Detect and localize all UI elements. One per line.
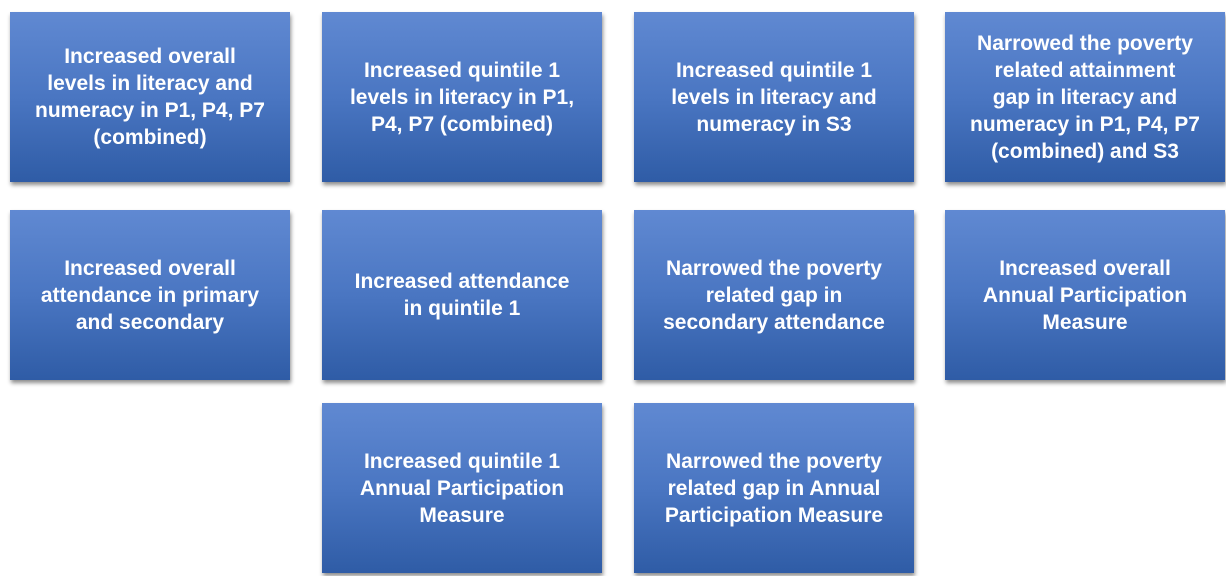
outcome-text: Narrowed the poverty [977,31,1193,55]
outcome-text: Participation Measure [664,503,884,527]
outcome-text: numeracy in P1, P4, P7 [35,99,265,122]
outcome-text: and secondary [75,310,225,334]
outcome-text: (combined) and S3 [991,139,1179,163]
outcome-box: Increased attendance in quintile 1 [322,210,602,380]
outcome-text: gap in literacy and [992,85,1178,109]
outcome-text: Narrowed the poverty [666,256,882,280]
outcome-box: Increased quintile 1 levels in literacy i… [322,12,602,182]
outcome-text: in quintile 1 [403,297,521,320]
outcome-text: Measure [1042,310,1128,334]
outcome-text: Increased overall [999,256,1171,280]
outcome-text: Measure [419,503,505,527]
outcome-box: Increased overall attendance in primary an… [10,210,290,380]
outcome-text: Increased quintile 1 [675,58,873,82]
outcome-text: Annual Participation [982,283,1188,307]
outcome-text: numeracy in S3 [696,112,852,136]
outcome-box: Narrowed the poverty related gap in second… [634,210,914,380]
outcome-text: Increased quintile 1 [363,449,561,473]
outcome-text: Increased overall [64,256,236,280]
outcome-text: attendance in primary [40,283,260,307]
outcome-text: Increased attendance [354,270,570,293]
outcome-text: levels in literacy and [671,85,877,109]
outcome-box: Increased overall Annual Participation Mea… [945,210,1225,380]
outcome-text: related gap in Annual [667,476,881,500]
outcome-text: related gap in [705,283,843,307]
outcome-text: levels in literacy and [47,72,253,95]
outcome-text: Narrowed the poverty [666,449,882,473]
outcome-text: numeracy in P1, P4, P7 [970,112,1200,136]
outcome-text: Increased quintile 1 [363,58,561,82]
outcome-box: Increased overall levels in literacy and n… [10,12,290,182]
outcome-box: Increased quintile 1 levels in literacy a… [634,12,914,182]
outcome-text: levels in literacy in P1, [349,85,575,109]
outcome-box: Narrowed the poverty related gap in Annua… [634,403,914,573]
outcome-text: Annual Participation [359,476,565,500]
outcome-text: secondary attendance [663,310,885,334]
outcome-text: (combined) [93,126,207,149]
outcome-text: P4, P7 (combined) [370,112,554,136]
outcome-text: Increased overall [64,45,236,68]
outcome-text: related attainment [994,58,1176,82]
outcome-box: Narrowed the poverty related attainment ga… [945,12,1225,182]
outcome-box: Increased quintile 1 Annual Participation… [322,403,602,573]
